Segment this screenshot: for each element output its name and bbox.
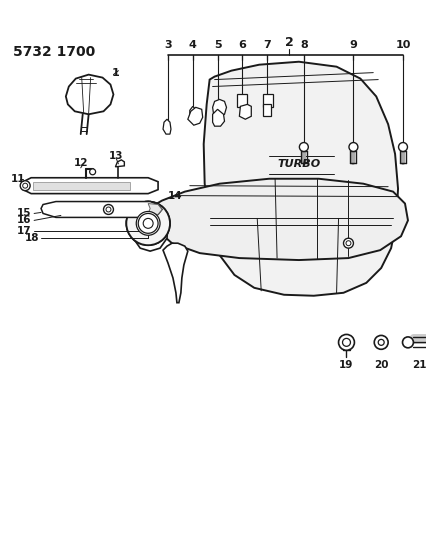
Polygon shape (116, 160, 125, 167)
Text: 15: 15 (17, 208, 31, 219)
Polygon shape (41, 201, 162, 217)
Circle shape (349, 142, 358, 151)
Polygon shape (263, 94, 273, 107)
Circle shape (344, 238, 354, 248)
Text: 19: 19 (339, 360, 354, 370)
Polygon shape (238, 94, 247, 107)
Text: 2: 2 (285, 36, 293, 50)
Circle shape (374, 335, 388, 349)
Circle shape (346, 241, 351, 246)
Text: 7: 7 (263, 40, 271, 50)
Polygon shape (213, 100, 226, 116)
Polygon shape (33, 182, 130, 190)
Text: 13: 13 (108, 151, 123, 161)
Text: TURBO: TURBO (277, 159, 321, 169)
Text: 8: 8 (300, 40, 308, 50)
Circle shape (126, 201, 170, 245)
Text: 16: 16 (17, 215, 31, 225)
Polygon shape (190, 107, 200, 120)
Polygon shape (188, 107, 203, 125)
Text: 20: 20 (374, 360, 389, 370)
Circle shape (299, 142, 308, 151)
Text: 17: 17 (17, 227, 31, 236)
Polygon shape (163, 243, 188, 303)
Circle shape (104, 205, 113, 214)
Polygon shape (213, 109, 225, 126)
Text: 12: 12 (74, 158, 88, 168)
Text: 5: 5 (214, 40, 221, 50)
Circle shape (23, 183, 28, 188)
Text: 5732 1700: 5732 1700 (13, 45, 95, 59)
Text: 1: 1 (112, 68, 119, 78)
Circle shape (402, 337, 413, 348)
Circle shape (339, 334, 354, 350)
Polygon shape (239, 104, 251, 119)
Circle shape (20, 181, 30, 191)
Circle shape (89, 169, 95, 175)
Polygon shape (148, 204, 162, 214)
Polygon shape (163, 119, 171, 134)
Circle shape (136, 212, 160, 235)
Text: 6: 6 (238, 40, 246, 50)
Text: 14: 14 (168, 191, 182, 200)
Polygon shape (263, 104, 271, 116)
Text: 21: 21 (412, 360, 426, 370)
Circle shape (106, 207, 111, 212)
Polygon shape (204, 62, 398, 296)
Circle shape (143, 219, 153, 228)
Text: 11: 11 (11, 174, 26, 184)
Text: 3: 3 (164, 40, 172, 50)
Polygon shape (66, 75, 113, 114)
Polygon shape (148, 179, 408, 260)
Circle shape (342, 338, 351, 346)
Circle shape (126, 201, 170, 245)
Text: 10: 10 (395, 40, 411, 50)
Circle shape (378, 340, 384, 345)
Polygon shape (130, 201, 168, 251)
Polygon shape (21, 177, 158, 193)
Text: 18: 18 (24, 233, 39, 243)
Circle shape (398, 142, 407, 151)
Circle shape (138, 213, 158, 233)
Text: 9: 9 (350, 40, 357, 50)
Text: 4: 4 (189, 40, 197, 50)
